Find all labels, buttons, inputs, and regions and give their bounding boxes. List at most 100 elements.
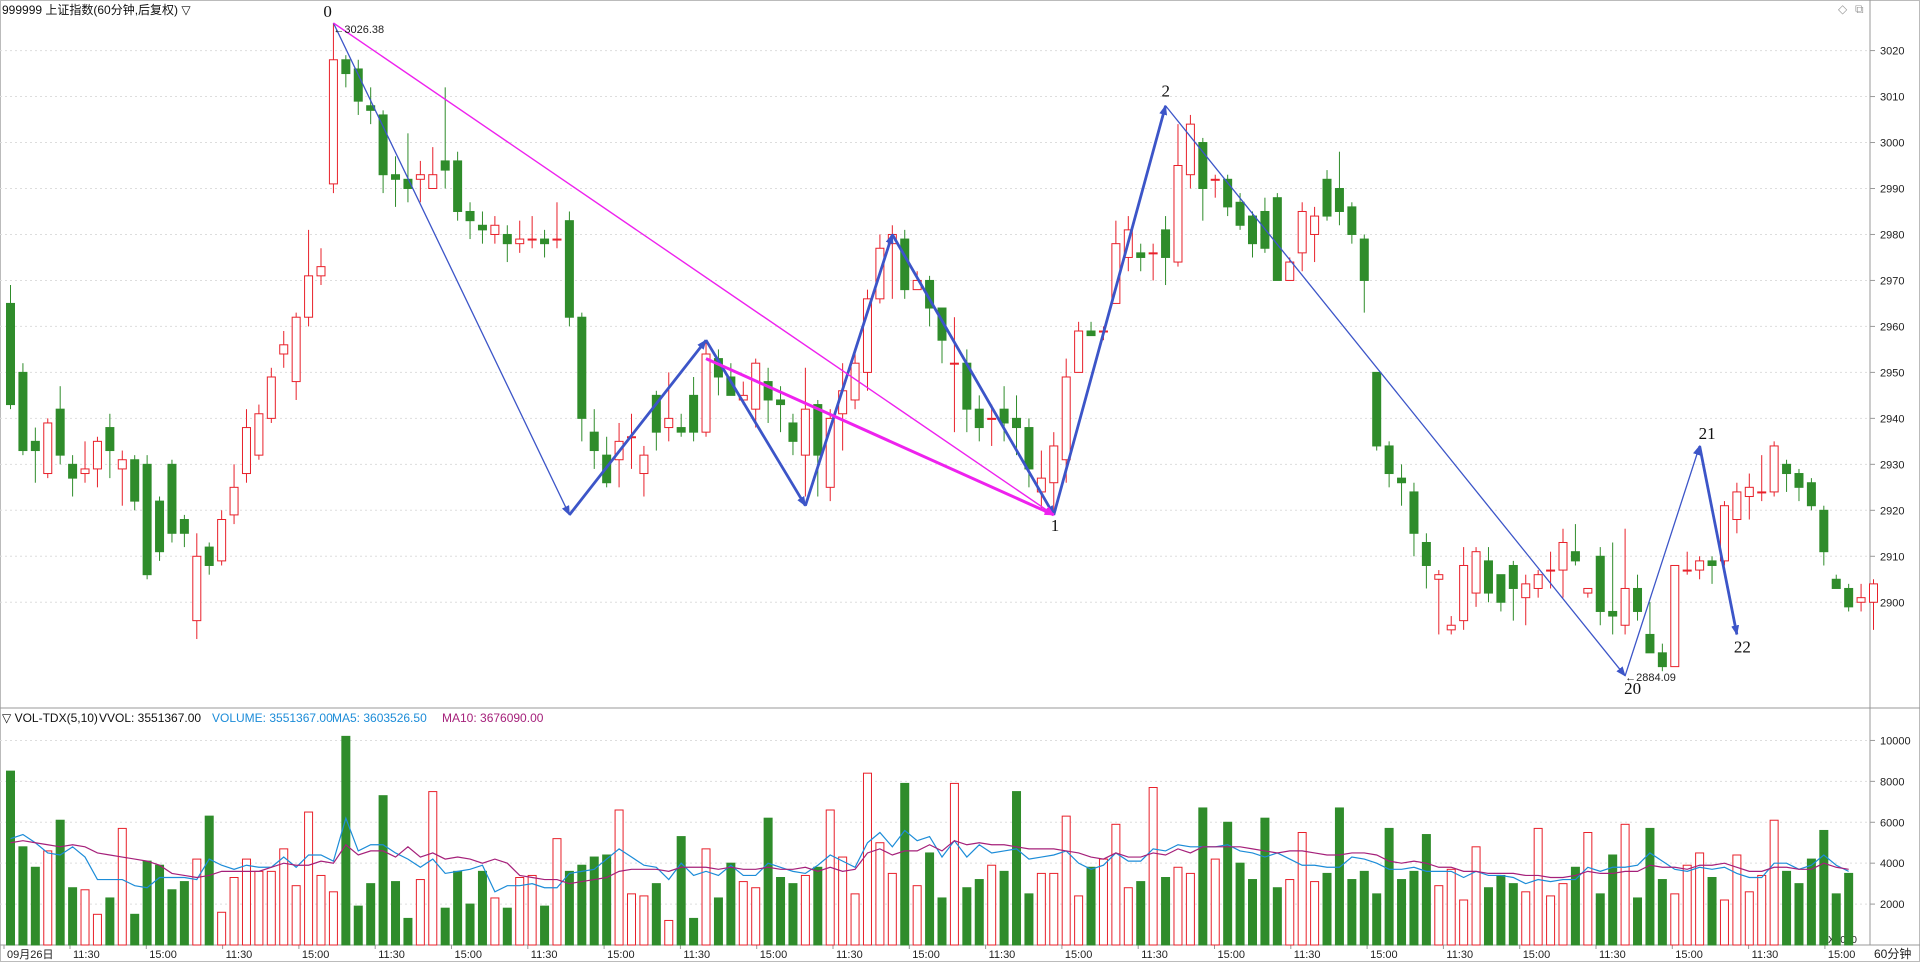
candle-body: [1185, 123, 1195, 176]
volume-bar: [1558, 883, 1568, 946]
volume-bar: [540, 905, 550, 946]
volume-bar: [1508, 883, 1518, 946]
candle-body: [1496, 574, 1506, 603]
volume-bar: [341, 735, 351, 946]
candle: [1036, 450, 1046, 511]
candle-body: [1347, 206, 1357, 235]
volume-bar: [465, 903, 475, 946]
candle-body: [1235, 201, 1245, 226]
candle: [502, 225, 512, 263]
restore-icon[interactable]: ⧉: [1855, 2, 1864, 16]
candle-body: [490, 224, 500, 235]
volume-bar: [229, 877, 239, 946]
candle-body: [415, 174, 425, 180]
volume-bar: [1533, 827, 1543, 946]
volume-bar: [1719, 899, 1729, 946]
volume-bar: [1695, 852, 1705, 946]
candle: [1769, 441, 1779, 497]
volume-ma5-line: [10, 816, 1849, 893]
volume-bar: [366, 883, 376, 946]
volume-bar: [266, 870, 276, 946]
candle: [30, 427, 40, 483]
candle: [92, 436, 102, 488]
candle: [751, 358, 761, 428]
volume-tick-label: 10000: [1880, 735, 1911, 747]
volume-bar: [304, 811, 314, 946]
volume-bar: [763, 817, 773, 946]
candle: [378, 110, 388, 194]
volume-bar: [800, 874, 810, 946]
candle-body: [1049, 445, 1059, 484]
candle-body: [1223, 178, 1233, 208]
candle: [229, 464, 239, 525]
candle-body: [527, 238, 537, 241]
volume-bar: [1086, 866, 1096, 946]
candle: [564, 211, 574, 327]
wave-segment: [891, 233, 1055, 516]
volume-bar: [1198, 807, 1208, 946]
candle: [589, 409, 599, 469]
candle: [1173, 124, 1183, 267]
candle-body: [664, 417, 674, 429]
price-tick-label: 2990: [1880, 183, 1904, 195]
volume-bar: [291, 885, 301, 946]
volume-bar: [1546, 895, 1556, 946]
volume-bar: [428, 791, 438, 946]
candle: [1024, 418, 1034, 488]
volume-bar: [713, 897, 723, 946]
volume-bar: [1769, 819, 1779, 946]
candle: [1074, 321, 1084, 373]
volume-ma10-line: [10, 840, 1849, 885]
volume-bar: [1111, 823, 1121, 946]
candle-body: [800, 408, 810, 456]
candle-body: [502, 233, 512, 245]
candle-body: [328, 59, 338, 185]
magenta-trend-line-thick: [705, 357, 1055, 517]
candle-body: [1558, 541, 1568, 571]
volume-bar: [30, 866, 40, 946]
time-tick-label: 11:30: [226, 949, 253, 961]
time-tick-label: 11:30: [1294, 949, 1321, 961]
chart-title[interactable]: 999999 上证指数(60分钟,后复权) ▽: [2, 3, 191, 17]
candle: [142, 455, 152, 580]
candle-body: [1508, 564, 1518, 589]
candle: [813, 399, 823, 497]
volume-bar: [1297, 832, 1307, 946]
candle-body: [1359, 238, 1369, 281]
candle: [1583, 587, 1593, 598]
candle-body: [391, 174, 401, 180]
candle: [1782, 459, 1792, 492]
volume-bar: [676, 836, 686, 946]
candle: [1595, 547, 1605, 626]
candle-body: [1384, 445, 1394, 475]
volume-bar: [1782, 870, 1792, 946]
candle-body: [776, 399, 786, 406]
candle-body: [552, 238, 562, 241]
volume-bar: [1633, 897, 1643, 946]
volume-bar: [912, 885, 922, 946]
candle: [179, 514, 189, 548]
price-tick-label: 2930: [1880, 459, 1904, 471]
diamond-icon[interactable]: ◇: [1838, 2, 1848, 16]
volume-bar: [378, 795, 388, 946]
volume-indicator-label[interactable]: ▽ VOL-TDX(5,10): [2, 711, 98, 725]
candle-body: [179, 519, 189, 534]
volume-bar: [1583, 832, 1593, 946]
time-tick-label: 15:00: [912, 949, 940, 961]
volume-bar: [68, 887, 78, 946]
candle: [1012, 395, 1022, 456]
candle: [279, 331, 289, 368]
volume-bar: [527, 874, 537, 946]
volume-bar: [1272, 887, 1282, 946]
candle: [1223, 174, 1233, 217]
wave-segment: [1698, 445, 1740, 636]
candle: [1310, 206, 1320, 263]
wave-segment: [804, 233, 894, 507]
volume-bar: [1459, 899, 1469, 946]
candle: [1272, 193, 1282, 281]
volume-tick-label: 4000: [1880, 858, 1904, 870]
candle-body: [1372, 371, 1382, 447]
candle-body: [862, 298, 872, 373]
